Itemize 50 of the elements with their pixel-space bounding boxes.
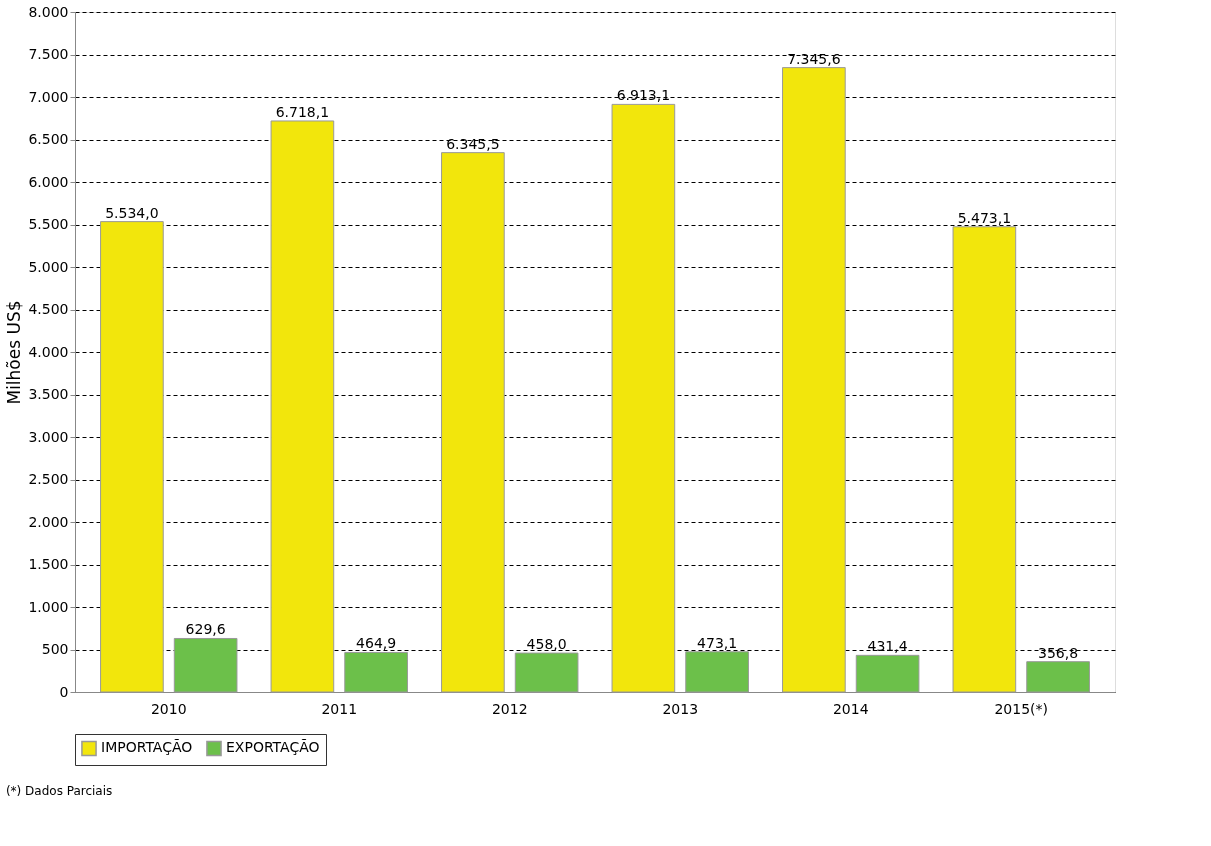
data-label: 7.345,6: [787, 50, 841, 67]
y-tick-label: 7.500: [28, 46, 69, 62]
data-label: 5.534,0: [105, 204, 159, 221]
data-label: 464,9: [356, 635, 397, 652]
y-tick-label: 5.500: [28, 216, 69, 232]
bar: [441, 152, 505, 693]
bar: [685, 651, 749, 693]
x-tick-label: 2015(*): [994, 700, 1049, 717]
x-tick-label: 2011: [321, 700, 358, 717]
data-label: 458,0: [526, 636, 567, 653]
y-tick-label: 2.500: [28, 471, 69, 487]
bar: [100, 221, 164, 693]
bar: [270, 120, 335, 693]
data-label: 356,8: [1038, 644, 1079, 661]
x-tick-label: 2012: [491, 700, 528, 717]
y-tick-label: 1.500: [28, 556, 69, 572]
data-label: 5.473,1: [957, 209, 1012, 226]
y-tick-label: 4.500: [28, 301, 69, 317]
y-tick-label: 6.000: [28, 173, 69, 190]
bar: [344, 651, 408, 693]
y-tick-label: 500: [41, 641, 69, 657]
data-label: 6.913,1: [616, 87, 671, 104]
bar: [611, 103, 676, 693]
data-label: 6.345,5: [446, 135, 500, 152]
y-tick-label: 1.000: [28, 598, 69, 615]
bar: [855, 654, 920, 693]
y-tick-label: 0: [59, 683, 69, 700]
bar: [173, 637, 238, 693]
y-tick-label: 2.000: [28, 513, 69, 530]
data-label: 6.718,1: [275, 103, 330, 120]
legend-label: EXPORTAÇÃO: [226, 739, 320, 756]
y-tick-label: 3.500: [28, 386, 69, 402]
data-label: 473,1: [697, 634, 738, 651]
bar: [1026, 661, 1090, 693]
y-axis-title: Milhões US$: [4, 300, 25, 405]
bar: [514, 652, 579, 693]
data-label: 629,6: [185, 621, 226, 638]
x-tick-label: 2014: [832, 700, 869, 717]
y-tick-label: 7.000: [28, 88, 69, 105]
text: (*) Dados Parciais: [5, 783, 113, 798]
y-tick-label: 8.000: [28, 3, 69, 20]
bar: [782, 67, 846, 693]
x-tick-label: 2010: [150, 700, 187, 717]
bar: [952, 226, 1017, 693]
x-tick-label: 2013: [662, 700, 699, 717]
y-tick-label: 3.000: [28, 428, 69, 445]
y-tick-label: 4.000: [28, 343, 69, 360]
y-tick-label: 5.000: [28, 258, 69, 275]
legend-label: IMPORTAÇÃO: [101, 739, 193, 756]
y-tick-label: 6.500: [28, 131, 69, 147]
